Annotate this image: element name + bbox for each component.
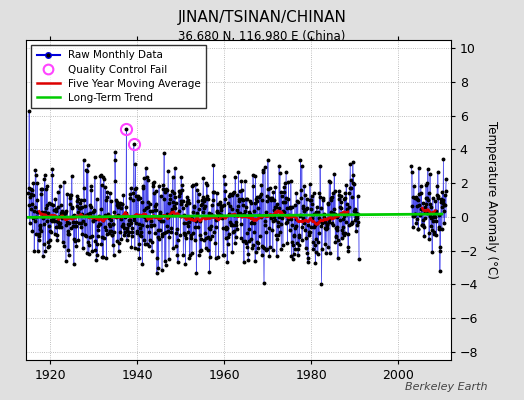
Text: Berkeley Earth: Berkeley Earth bbox=[405, 382, 487, 392]
Text: JINAN/TSINAN/CHINAN: JINAN/TSINAN/CHINAN bbox=[178, 10, 346, 25]
Legend: Raw Monthly Data, Quality Control Fail, Five Year Moving Average, Long-Term Tren: Raw Monthly Data, Quality Control Fail, … bbox=[31, 45, 206, 108]
Y-axis label: Temperature Anomaly (°C): Temperature Anomaly (°C) bbox=[485, 121, 498, 279]
Text: 36.680 N, 116.980 E (China): 36.680 N, 116.980 E (China) bbox=[178, 30, 346, 43]
